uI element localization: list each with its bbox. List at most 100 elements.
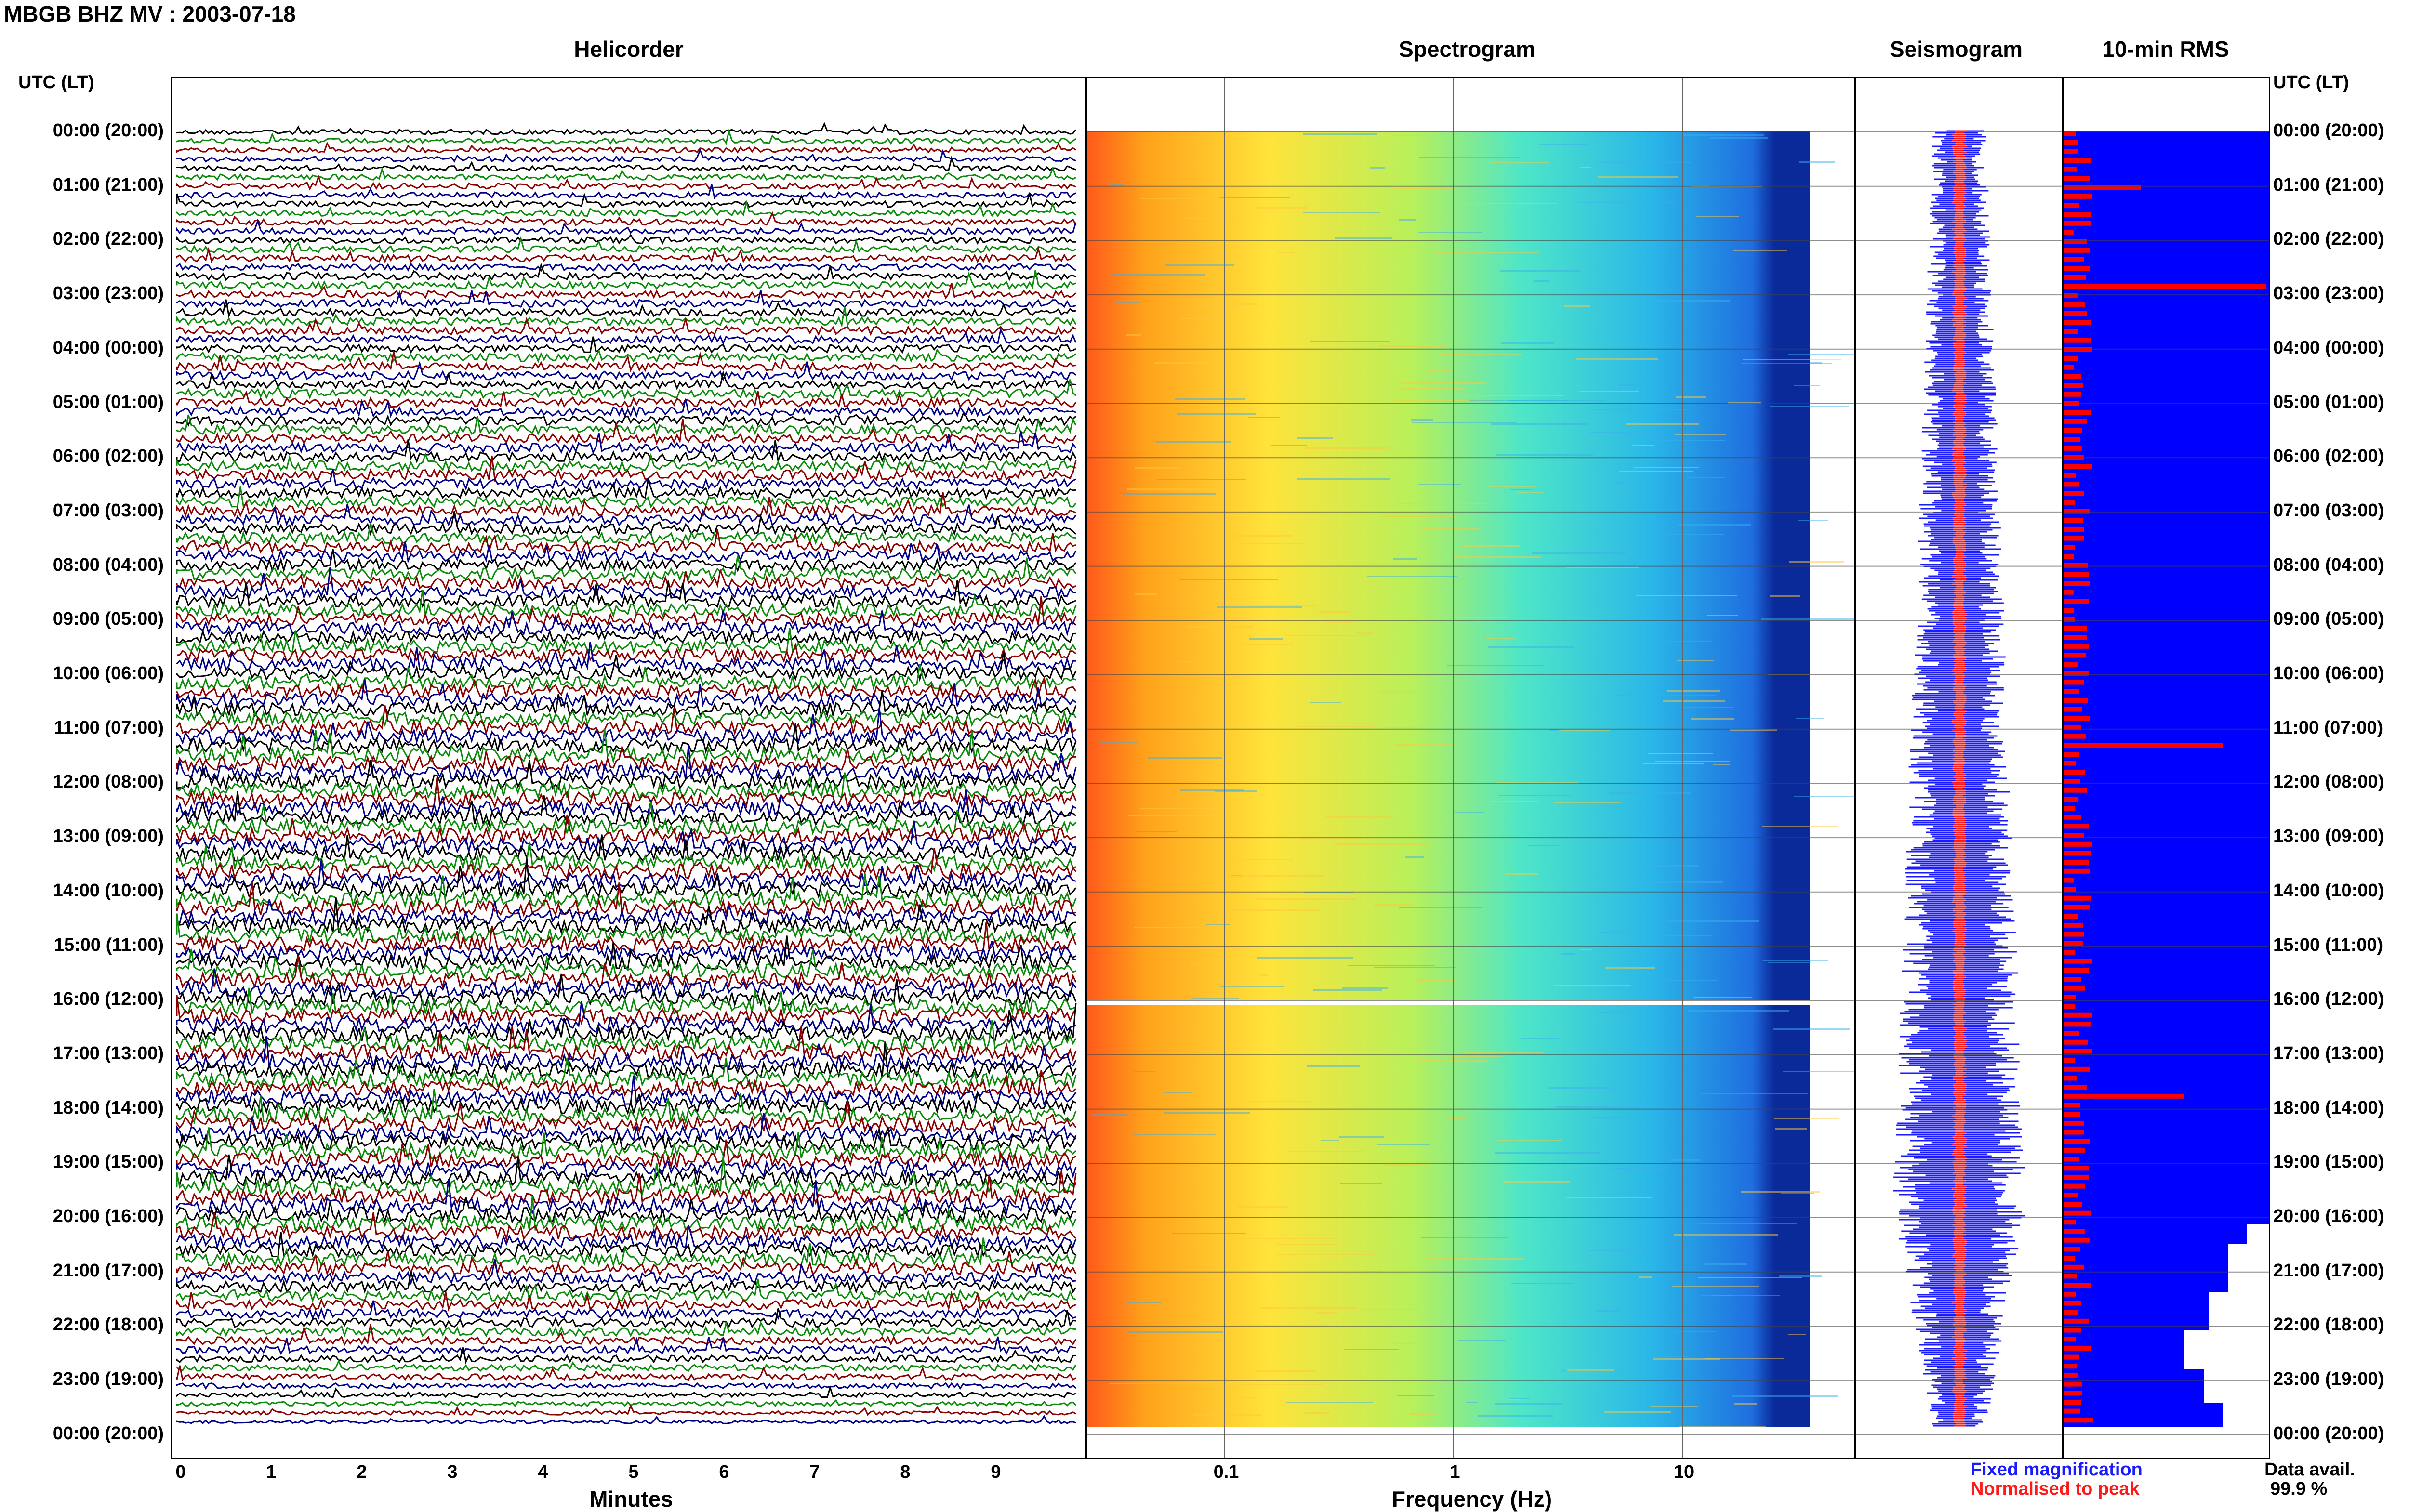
time-label-right: 00:00 (20:00) (2273, 120, 2384, 141)
spectrogram-speckle (1619, 471, 1693, 472)
time-label-left: 20:00 (16:00) (53, 1206, 164, 1226)
minutes-tick-label: 1 (266, 1462, 277, 1482)
rms-bar (2064, 968, 2089, 973)
time-label-right: 09:00 (05:00) (2273, 609, 2384, 630)
spectrogram-speckle (1288, 1151, 1364, 1152)
helicorder-trace (176, 360, 1076, 381)
spectrogram-speckle (1428, 370, 1452, 371)
spectrogram-speckle (1301, 838, 1361, 839)
spectrogram-speckle (1454, 556, 1541, 558)
helicorder-trace (176, 1157, 1077, 1179)
helicorder-trace (176, 913, 1077, 945)
rms-bar (2064, 941, 2083, 946)
rms-bar (2064, 868, 2090, 874)
helicorder-trace (176, 1170, 1077, 1207)
rms-bar (2064, 1012, 2092, 1018)
spectrogram-speckle (1256, 207, 1308, 209)
spectrogram-speckle (1220, 986, 1284, 987)
page-title: MBGB BHZ MV : 2003-07-18 (4, 1, 296, 26)
spectrogram-speckle (1360, 1309, 1420, 1310)
spectrogram-speckle (1394, 400, 1491, 401)
helicorder-trace (176, 431, 1077, 454)
spectrogram-speckle (1397, 1395, 1434, 1396)
rms-bar (2064, 194, 2092, 199)
spectrogram-speckle (1675, 434, 1726, 435)
rms-bar (2064, 1283, 2091, 1288)
spectrogram-speckle (1460, 395, 1563, 396)
helicorder-trace (176, 1041, 1077, 1079)
spectrogram-speckle (1286, 1402, 1373, 1403)
rms-bar (2064, 239, 2087, 244)
rms-bar (2064, 158, 2091, 163)
rms-bar (2064, 526, 2084, 532)
spectrogram-speckle (1741, 363, 1832, 364)
spectrogram-speckle (1674, 1234, 1778, 1236)
spectrogram-speckle (1385, 1164, 1429, 1166)
rms-bar (2064, 644, 2089, 649)
rms-bar (2064, 1049, 2092, 1054)
spectrogram-speckle (1348, 965, 1435, 966)
spectrogram-speckle (1500, 270, 1580, 272)
rms-bar (2064, 509, 2090, 514)
helicorder-trace (176, 590, 1077, 618)
minutes-tick-label: 9 (991, 1462, 1001, 1482)
time-label-right: 20:00 (16:00) (2273, 1206, 2384, 1226)
spectrogram-speckle (1140, 198, 1207, 199)
rms-bar (2064, 1328, 2081, 1333)
spectrogram-speckle (1532, 552, 1627, 554)
helicorder-trace (176, 156, 1076, 172)
spectrogram-speckle (1779, 1275, 1822, 1277)
helicorder-trace (176, 610, 1077, 637)
time-label-left: 03:00 (23:00) (53, 283, 164, 304)
rms-bar (2064, 895, 2091, 901)
helicorder-trace (176, 1300, 1076, 1321)
spectrogram-speckle (1091, 1114, 1128, 1116)
helicorder-trace (176, 1237, 1077, 1268)
rms-bar (2064, 851, 2091, 856)
rms-bar (2064, 1120, 2084, 1126)
rms-bar (2064, 697, 2088, 703)
spectrogram-speckle (1344, 1349, 1399, 1350)
spectrogram-speckle (1418, 484, 1461, 485)
rms-bar (2064, 1139, 2090, 1144)
helicorder-trace (176, 141, 1076, 154)
spectrogram-speckle (1411, 419, 1433, 421)
spectrogram-speckle (1774, 1118, 1839, 1119)
helicorder-trace (176, 1127, 1077, 1161)
spectrogram-speckle (1652, 1356, 1687, 1357)
rms-bar (2064, 1345, 2091, 1351)
helicorder-trace (176, 492, 1076, 518)
helicorder-trace (176, 370, 1076, 391)
helicorder-trace (176, 419, 1077, 446)
time-label-right: 19:00 (15:00) (2273, 1152, 2384, 1172)
seismogram-header: Seismogram (1889, 37, 2023, 62)
spectrogram-speckle (1635, 881, 1723, 883)
rms-bar (2064, 626, 2087, 631)
rms-bar (2064, 860, 2089, 865)
spectrogram-speckle (1783, 1071, 1854, 1072)
time-label-left: 00:00 (20:00) (53, 1423, 164, 1444)
helicorder-trace (176, 690, 1077, 719)
spectrogram-speckle (1653, 1358, 1720, 1360)
rms-bar (2064, 392, 2081, 397)
minutes-axis-label: Minutes (589, 1486, 673, 1512)
helicorder-trace (176, 873, 1077, 909)
helicorder-trace (176, 1404, 1076, 1416)
minutes-tick-label: 7 (809, 1462, 820, 1482)
helicorder-trace (176, 760, 1077, 791)
spectrogram-speckle (1596, 1310, 1620, 1312)
helicorder-trace (176, 504, 1077, 527)
spectrogram-speckle (1796, 718, 1824, 719)
spectrogram-speckle (1566, 1197, 1652, 1198)
minutes-tick-label: 0 (175, 1462, 186, 1482)
helicorder-trace (176, 1001, 1076, 1035)
rms-bar (2064, 590, 2074, 595)
spectrogram-speckle (1501, 342, 1554, 344)
spectrogram-speckle (1491, 162, 1549, 163)
spectrogram-speckle (1374, 904, 1411, 906)
spectrogram-speckle (1128, 1331, 1223, 1333)
rms-bar (2064, 374, 2081, 379)
time-label-left: 19:00 (15:00) (53, 1152, 164, 1172)
minutes-tick-label: 3 (447, 1462, 458, 1482)
time-label-right: 12:00 (08:00) (2273, 772, 2384, 792)
